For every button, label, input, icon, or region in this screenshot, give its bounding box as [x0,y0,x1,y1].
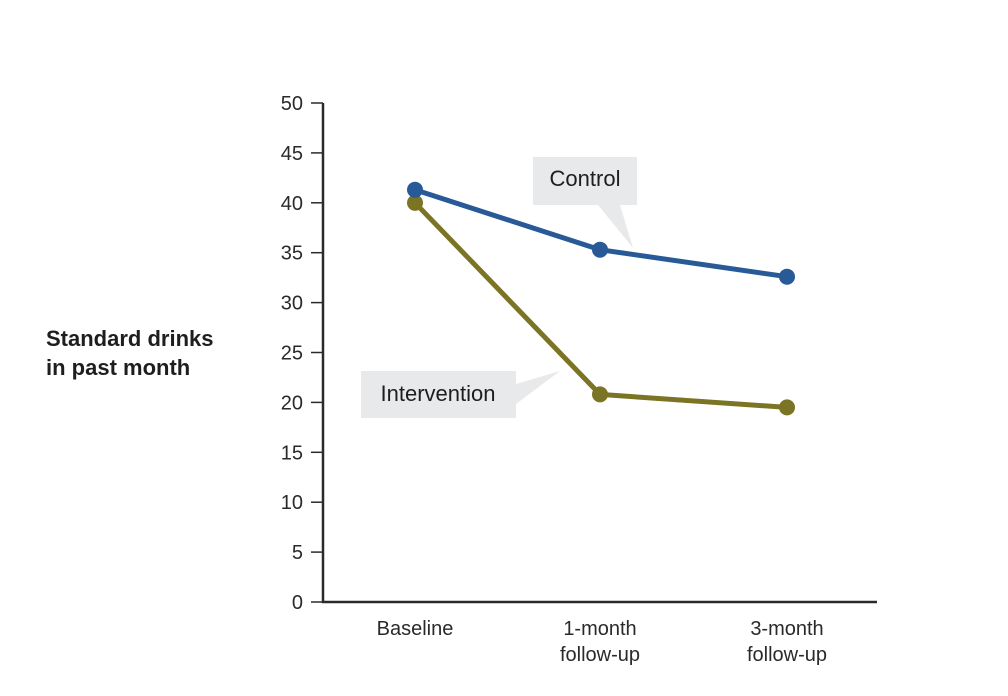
y-axis-label-line-2: in past month [46,355,190,380]
series-intervention [407,194,795,416]
intervention-callout: Intervention [361,371,560,418]
control-callout: Control [533,157,637,248]
y-tick-label: 15 [281,442,303,464]
y-tick-label: 0 [292,592,303,614]
intervention-callout-bubble [361,371,560,418]
x-category-label: follow-up [560,644,640,666]
y-tick-label: 50 [281,93,303,115]
x-category-label: 1-month [563,618,636,640]
control-callout-bubble [533,157,637,248]
y-tick-label: 20 [281,392,303,414]
series-layer [407,181,795,416]
x-category-label: Baseline [377,618,454,640]
y-tick-label: 45 [281,143,303,165]
callouts: Control Intervention [361,157,637,418]
x-category-label: follow-up [747,644,827,666]
y-tick-label: 35 [281,243,303,265]
x-axis-category-labels: Baseline 1-month follow-up 3-month follow-up [377,618,827,666]
y-tick-label: 25 [281,343,303,365]
y-axis-label: Standard drinks in past month [46,326,213,380]
control-point [592,241,608,258]
y-tick-label: 5 [292,542,303,564]
y-axis-label-line-1: Standard drinks [46,326,213,351]
control-point [407,181,423,198]
axes: 0 5 10 15 20 25 30 35 40 45 50 [281,93,877,614]
control-callout-label: Control [550,166,621,191]
intervention-point [592,386,608,403]
x-category-label: 3-month [750,618,823,640]
control-point [779,268,795,285]
y-tick-label: 10 [281,492,303,514]
intervention-point [779,399,795,416]
intervention-point [407,194,423,211]
intervention-callout-label: Intervention [381,381,496,406]
series-control [407,181,795,285]
y-tick-label: 30 [281,293,303,315]
y-tick-label: 40 [281,193,303,215]
